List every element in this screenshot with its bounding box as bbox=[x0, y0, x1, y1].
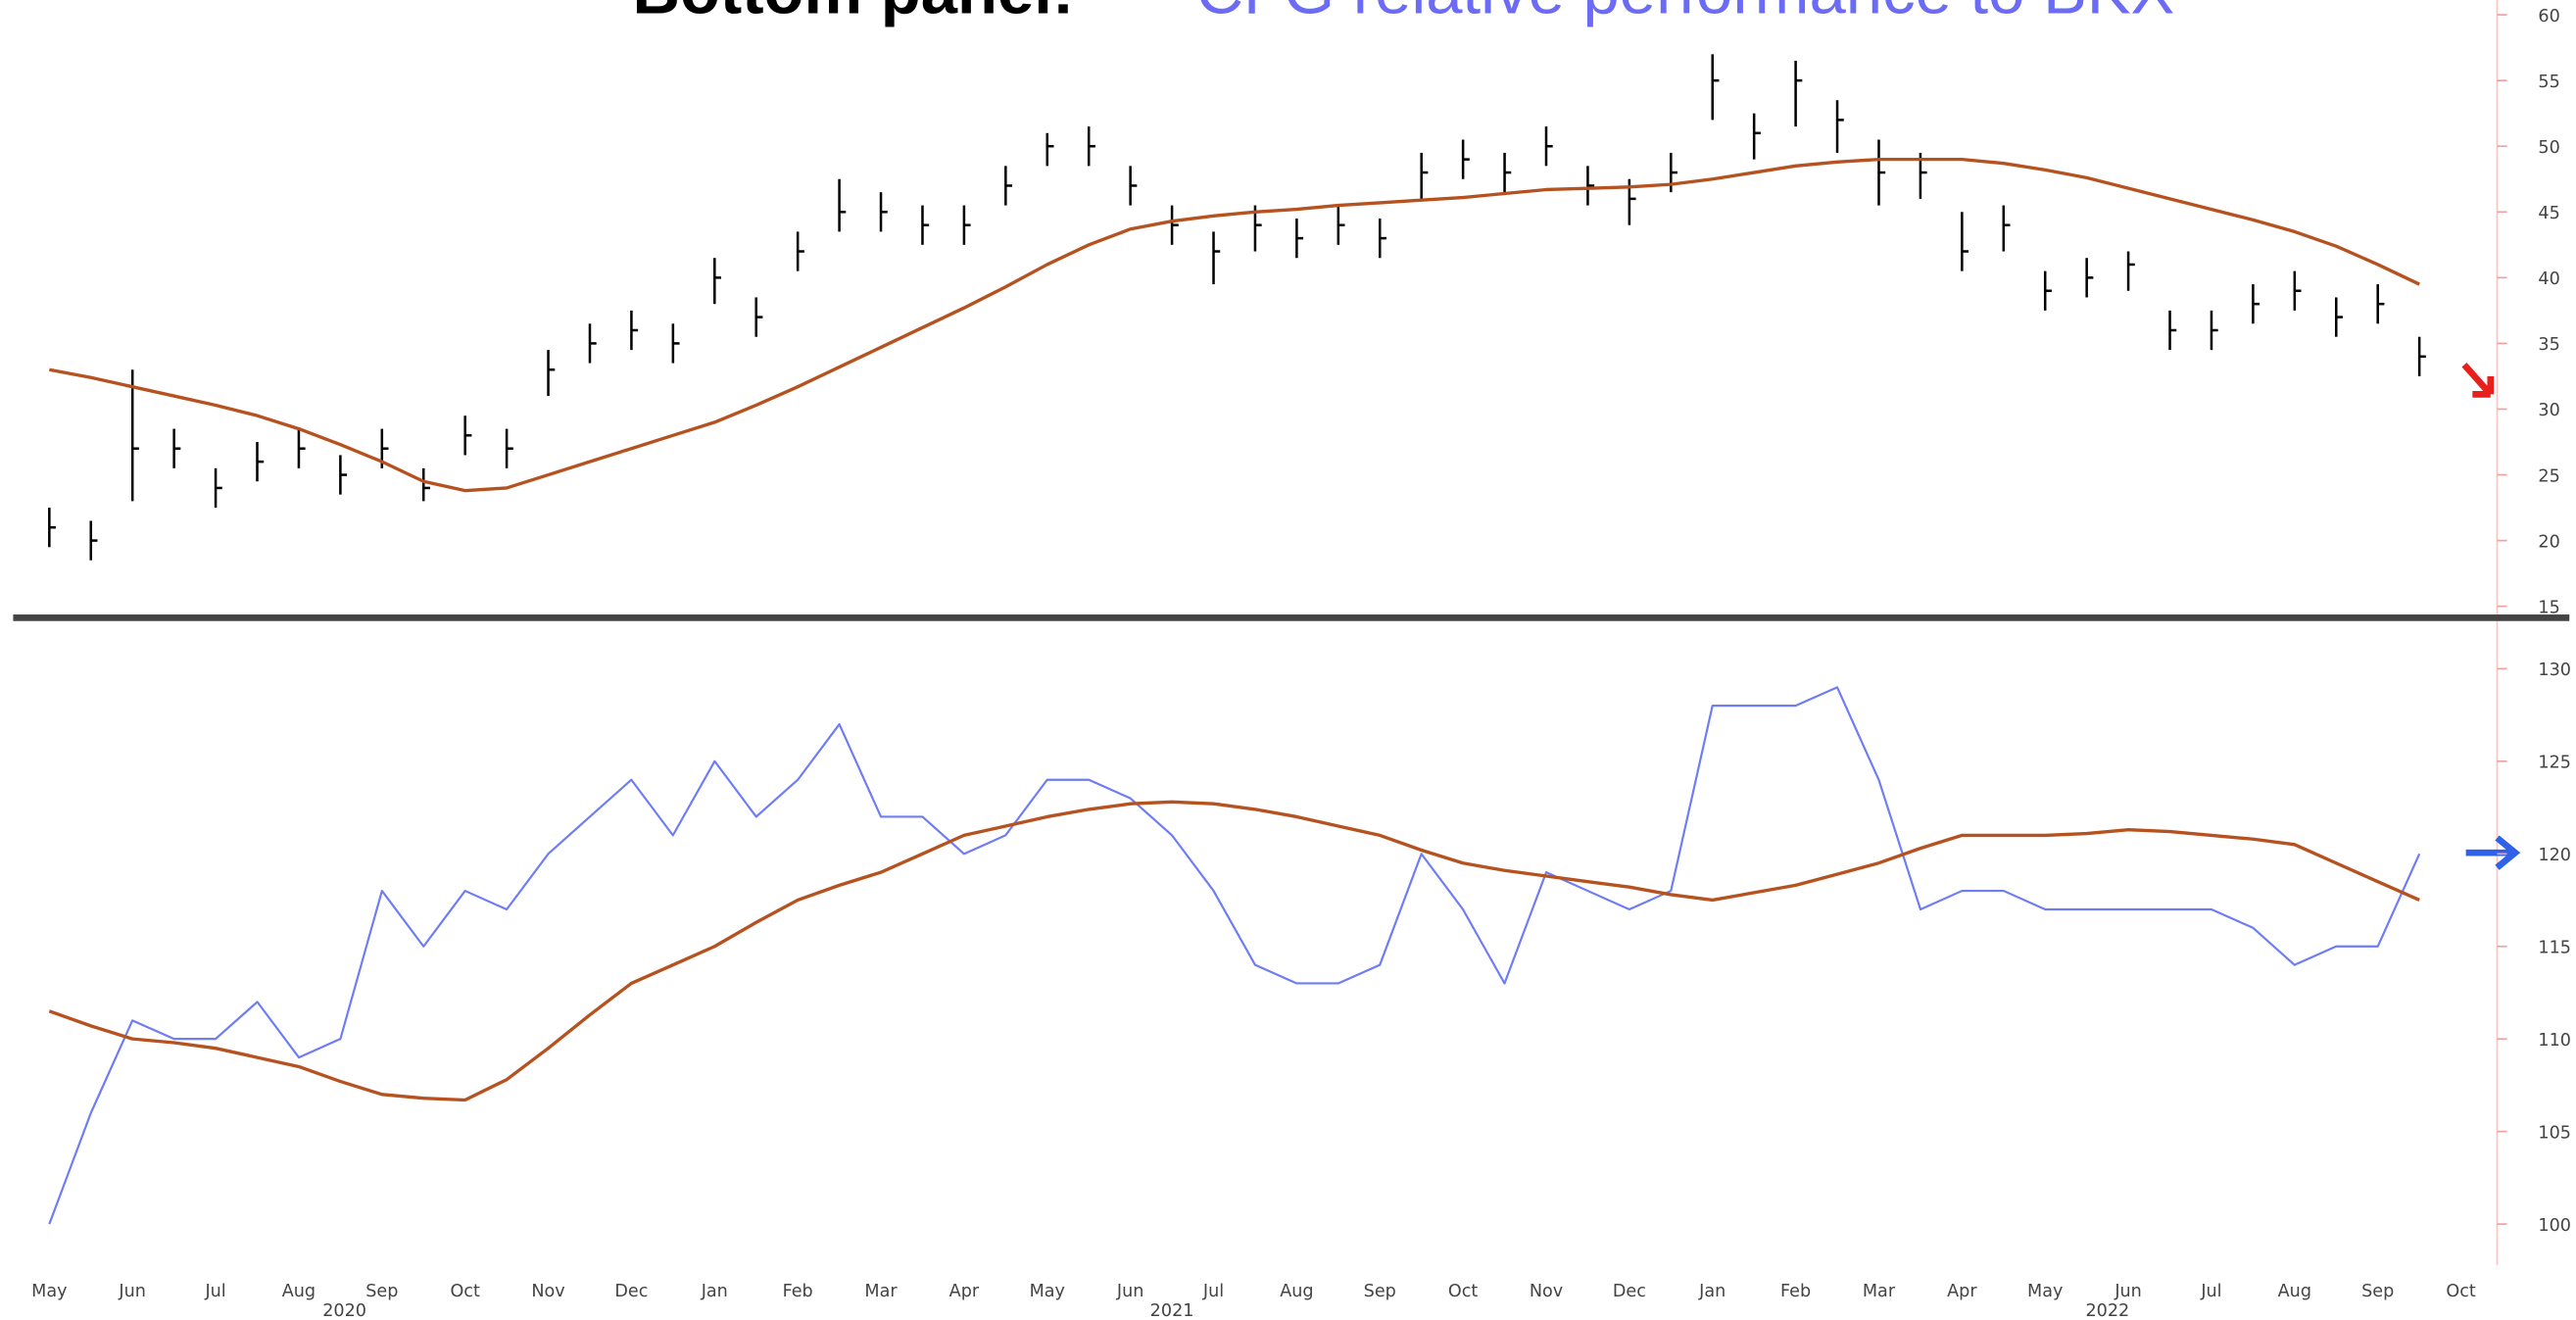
y-tick-label: 20 bbox=[2538, 532, 2559, 552]
x-tick-label: Nov bbox=[1530, 1282, 1563, 1301]
x-tick-label: Aug bbox=[1280, 1282, 1313, 1301]
x-tick-label: Sep bbox=[365, 1282, 398, 1301]
year-label: 2022 bbox=[2085, 1301, 2129, 1320]
x-tick-label: Jan bbox=[701, 1282, 728, 1301]
x-tick-label: Apr bbox=[1947, 1282, 1977, 1301]
y-tick-label: 105 bbox=[2538, 1123, 2571, 1143]
x-tick-label: Sep bbox=[1364, 1282, 1396, 1301]
relative-line bbox=[48, 686, 2421, 1225]
y-tick-label: 50 bbox=[2538, 138, 2559, 158]
y-tick-label: 130 bbox=[2538, 660, 2571, 680]
x-tick-label: Feb bbox=[783, 1282, 813, 1301]
chart-title: CFG relative performance to BKX bbox=[1196, 0, 2175, 27]
y-tick-label: 110 bbox=[2538, 1031, 2571, 1051]
y-tick-label: 115 bbox=[2538, 938, 2571, 957]
moving-average bbox=[48, 800, 2420, 1102]
y-tick-label: 25 bbox=[2538, 466, 2559, 486]
year-label: 2021 bbox=[1150, 1301, 1194, 1320]
down-arrow bbox=[2461, 362, 2495, 398]
x-tick-label: Nov bbox=[531, 1282, 564, 1301]
x-tick-label: Jul bbox=[204, 1282, 225, 1301]
x-tick-label: Apr bbox=[949, 1282, 980, 1301]
x-tick-label: Jun bbox=[2114, 1282, 2142, 1301]
y-tick-label: 100 bbox=[2538, 1216, 2571, 1236]
title-prefix: Bottom panel: bbox=[633, 0, 1075, 27]
x-tick-label: Feb bbox=[1780, 1282, 1811, 1301]
x-tick-label: Mar bbox=[1863, 1282, 1896, 1301]
y-tick-label: 60 bbox=[2538, 7, 2559, 26]
x-tick-label: Jun bbox=[118, 1282, 146, 1301]
x-tick-label: Jan bbox=[1698, 1282, 1725, 1301]
x-tick-label: May bbox=[2027, 1282, 2063, 1301]
y-tick-label: 120 bbox=[2538, 846, 2571, 865]
y-tick-label: 30 bbox=[2538, 401, 2559, 420]
x-tick-label: Oct bbox=[1448, 1282, 1479, 1301]
y-tick-label: 35 bbox=[2538, 335, 2559, 355]
x-tick-label: May bbox=[31, 1282, 67, 1301]
y-tick-label: 125 bbox=[2538, 754, 2571, 773]
moving-average bbox=[49, 157, 2420, 493]
y-tick-label: 15 bbox=[2538, 598, 2559, 617]
x-tick-label: Jun bbox=[1116, 1282, 1144, 1301]
x-tick-label: Jul bbox=[2200, 1282, 2221, 1301]
year-label: 2020 bbox=[322, 1301, 366, 1320]
x-tick-label: Oct bbox=[2446, 1282, 2476, 1301]
y-tick-label: 45 bbox=[2538, 204, 2559, 223]
y-tick-label: 40 bbox=[2538, 269, 2559, 289]
x-tick-label: Dec bbox=[1613, 1282, 1646, 1301]
y-tick-label: 55 bbox=[2538, 73, 2559, 92]
x-tick-label: Mar bbox=[864, 1282, 898, 1301]
right-arrow bbox=[2465, 835, 2521, 870]
x-tick-label: Jul bbox=[1202, 1282, 1224, 1301]
x-tick-label: Aug bbox=[282, 1282, 316, 1301]
x-tick-label: Dec bbox=[614, 1282, 648, 1301]
x-tick-label: May bbox=[1030, 1282, 1065, 1301]
panel-divider bbox=[13, 614, 2570, 621]
x-tick-label: Oct bbox=[450, 1282, 480, 1301]
x-tick-label: Sep bbox=[2361, 1282, 2394, 1301]
x-tick-label: Aug bbox=[2278, 1282, 2311, 1301]
